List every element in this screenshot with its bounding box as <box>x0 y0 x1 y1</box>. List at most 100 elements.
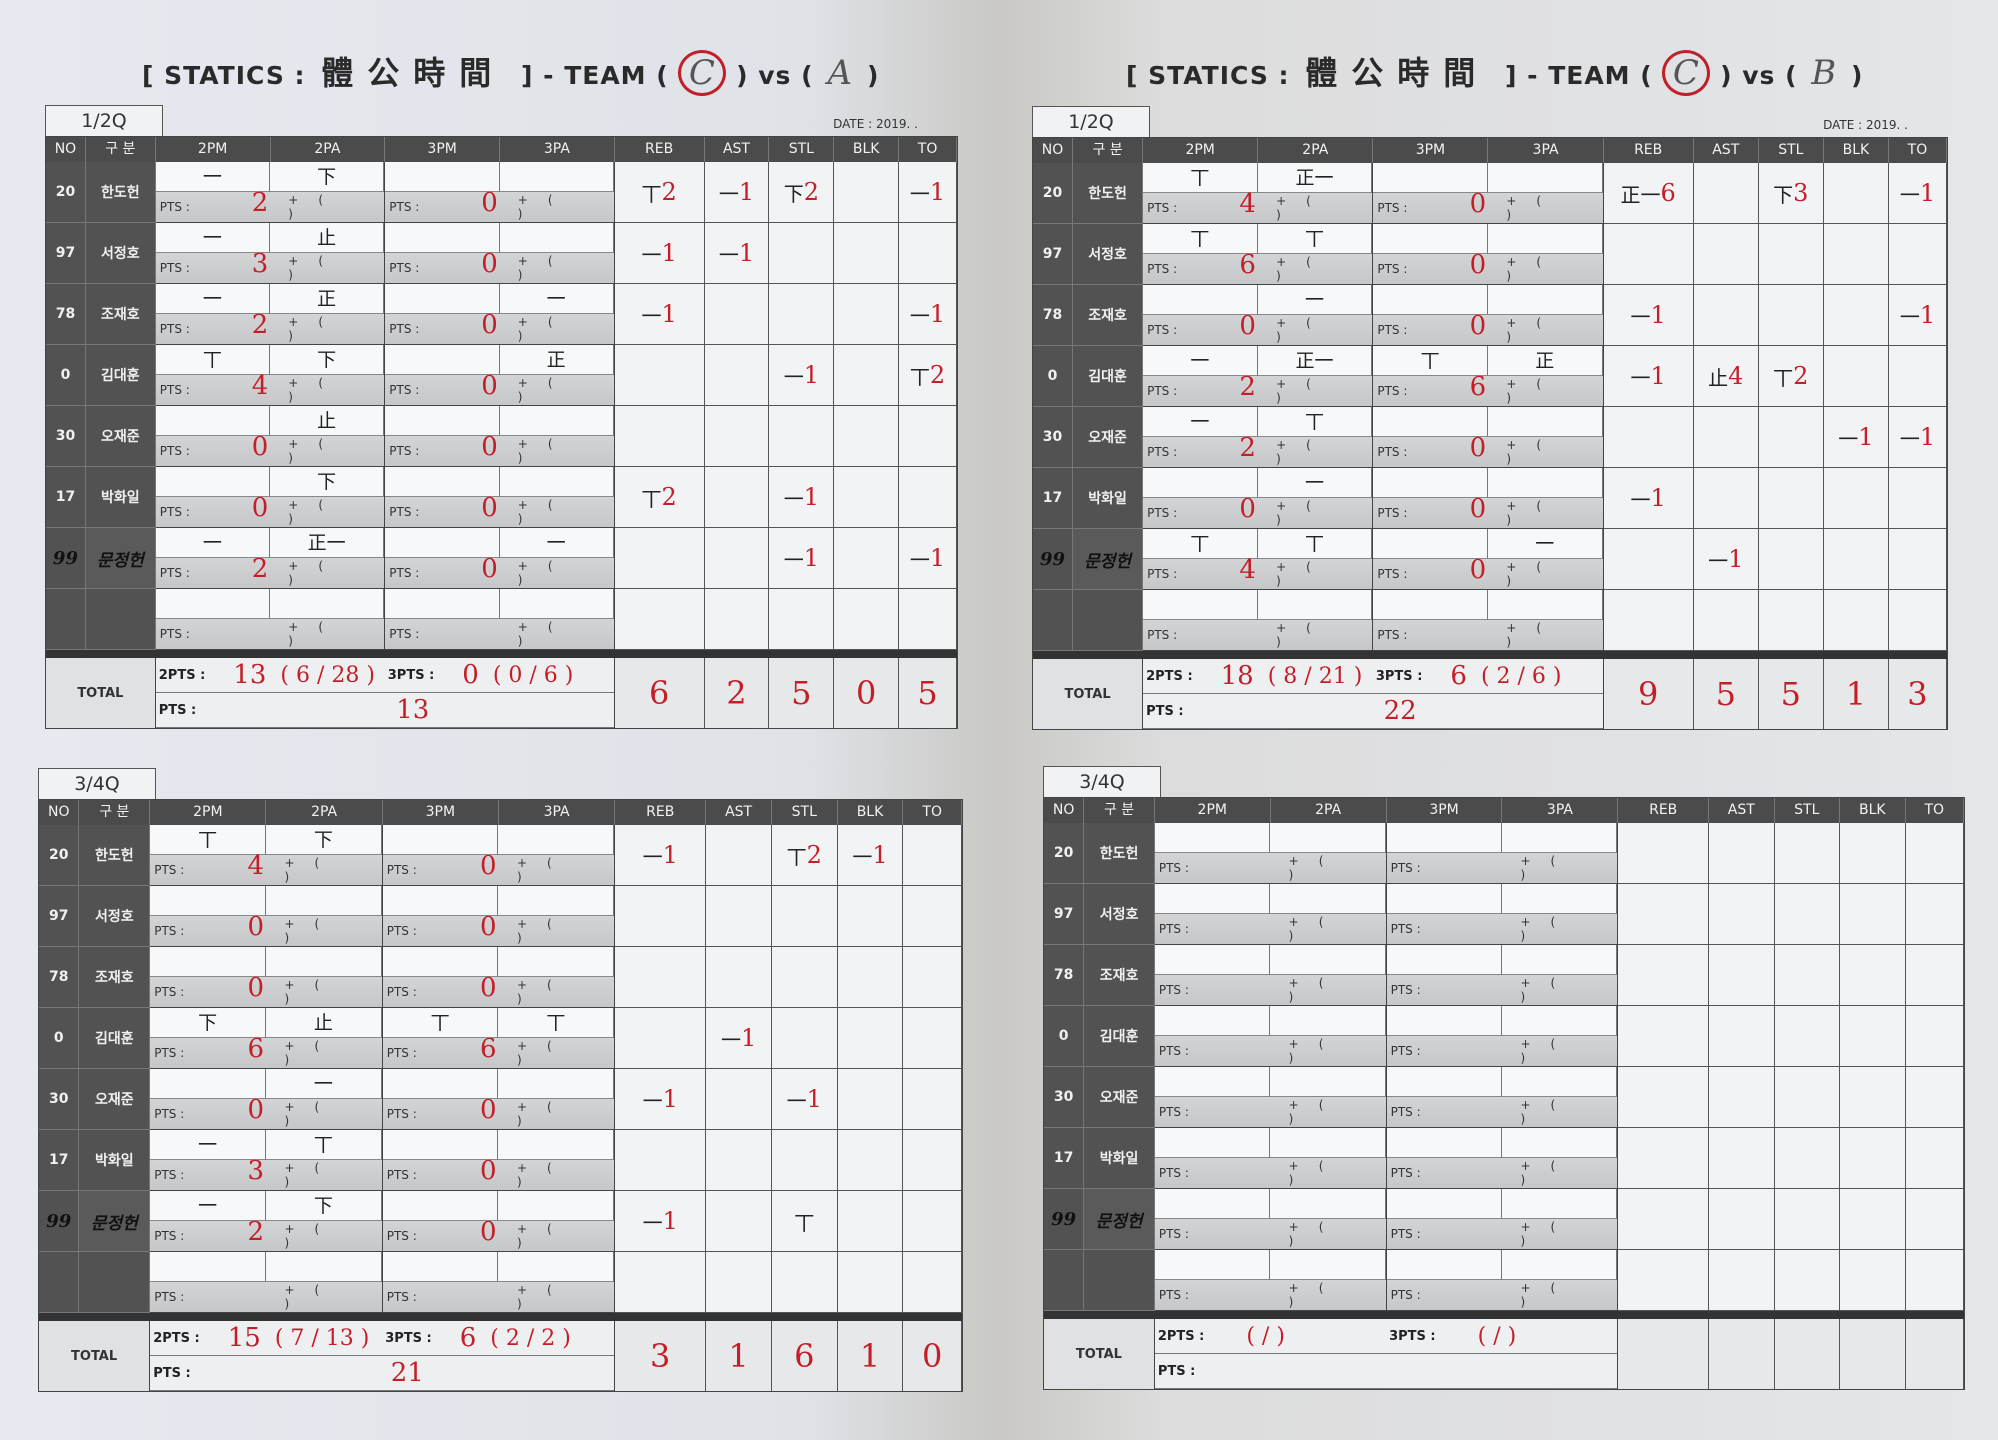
2pt-points-value: 4 <box>251 371 269 401</box>
blk-cell <box>1840 945 1906 1006</box>
plus-bracket: +( ) <box>517 193 573 221</box>
3pm-tally <box>1373 407 1488 437</box>
2pt-points-line: PTS : 4 +( ) <box>1143 189 1373 223</box>
3pm-tally <box>1386 884 1502 914</box>
to-tally: 一 <box>909 303 930 328</box>
blk-cell <box>1823 346 1889 407</box>
ast-cell <box>1693 224 1759 285</box>
ast-cell <box>706 1191 772 1252</box>
reb-cell <box>1618 1067 1710 1128</box>
3pm-tally: 丅 <box>382 1008 499 1038</box>
total-3pts-label: 3PTS : <box>1375 668 1423 684</box>
3pt-shots: PTS : +( ) <box>382 1252 616 1313</box>
total-2pts-detail: ( 7 / 13 ) <box>274 1325 370 1351</box>
plus-bracket: +( ) <box>1288 1281 1344 1309</box>
reb-count: 1 <box>1650 362 1666 390</box>
blk-tally: 一 <box>852 844 873 869</box>
reb-count: 1 <box>1650 484 1666 512</box>
2pa-tally <box>1270 1128 1386 1158</box>
blk-cell <box>834 528 900 589</box>
stl-tally: 一 <box>783 486 804 511</box>
blk-cell <box>1840 823 1906 884</box>
pts-label: PTS : <box>389 200 420 214</box>
reb-count: 1 <box>1650 301 1666 329</box>
to-cell <box>1905 1067 1964 1128</box>
blk-cell <box>1840 1189 1906 1250</box>
pts-label: PTS : <box>1158 861 1189 875</box>
2pa-tally <box>1257 590 1373 620</box>
plus-bracket: +( ) <box>288 498 344 526</box>
pts-label: PTS : <box>1147 262 1178 276</box>
column-header: 구 분 <box>1073 138 1144 163</box>
column-header: STL <box>1758 138 1824 163</box>
2pm-tally: 一 <box>155 162 270 192</box>
total-2pts-value: 15 <box>227 1323 261 1353</box>
pts-label: PTS : <box>386 1229 417 1243</box>
plus-bracket: +( ) <box>1520 1159 1576 1187</box>
total-pts: PTS : 22 <box>1143 694 1603 729</box>
2pt-points-line: PTS : 2 +( ) <box>155 188 385 222</box>
total-3pts-detail: ( 2 / 2 ) <box>490 1325 571 1351</box>
reb-tally: 一 <box>641 303 662 328</box>
blk-cell <box>1840 1067 1906 1128</box>
3pm-tally <box>1386 1250 1502 1280</box>
2pt-points-line: PTS : 6 +( ) <box>150 1034 382 1068</box>
blk-cell <box>1840 1250 1906 1311</box>
column-header: BLK <box>1840 798 1906 823</box>
3pt-points-value: 0 <box>1469 311 1487 341</box>
2pm-tally: 丅 <box>155 345 270 375</box>
3pt-shots: PTS : +( ) <box>1386 823 1619 884</box>
3pa-tally <box>499 406 614 436</box>
pts-label: PTS : <box>1390 1288 1421 1302</box>
title-suffix: ] - TEAM ( <box>1504 61 1653 90</box>
2pm-tally: 一 <box>1143 407 1258 437</box>
blk-cell <box>1823 285 1889 346</box>
2pt-shots: 一正一 PTS : 2 +( ) <box>1143 346 1374 407</box>
2pt-points-line: PTS : 3 +( ) <box>155 249 385 283</box>
3pm-tally <box>385 223 500 253</box>
stl-cell <box>769 284 835 345</box>
pts-label: PTS : <box>389 261 420 275</box>
opponent-name: A <box>827 53 854 93</box>
column-header: STL <box>1774 798 1841 823</box>
3pm-tally <box>1386 1128 1502 1158</box>
2pt-points-line: PTS : 0 +( ) <box>150 1095 382 1129</box>
plus-bracket: +( ) <box>1288 1037 1344 1065</box>
blk-cell <box>1823 163 1889 224</box>
to-cell <box>903 886 962 947</box>
total-2pts-value: 18 <box>1220 661 1254 691</box>
stl-cell <box>769 223 835 284</box>
3pt-points-line: PTS : 0 +( ) <box>382 851 615 885</box>
reb-count: 1 <box>661 300 677 328</box>
3pt-points-line: PTS : +( ) <box>1386 975 1618 1005</box>
3pt-shots: 一 PTS : 0 +( ) <box>1373 529 1604 590</box>
to-cell <box>899 223 957 284</box>
to-cell <box>1888 224 1947 285</box>
total-2pts-value: 13 <box>233 660 267 690</box>
2pt-shots: 丅丅 PTS : 4 +( ) <box>1143 529 1374 590</box>
ast-count: 1 <box>738 239 755 267</box>
blk-count: 1 <box>1858 423 1874 451</box>
player-name: 한도헌 <box>1084 823 1155 884</box>
2pt-shots: 一下 PTS : 2 +( ) <box>155 162 386 223</box>
column-header: BLK <box>837 800 904 825</box>
stl-cell <box>1758 468 1824 529</box>
column-header: TO <box>903 800 962 825</box>
pts-label: PTS : <box>386 1168 417 1182</box>
plus-bracket: +( ) <box>1520 915 1576 943</box>
3pt-points-line: PTS : +( ) <box>1386 1158 1618 1188</box>
reb-cell <box>615 947 707 1008</box>
stl-cell <box>771 1130 838 1191</box>
to-cell <box>1905 1250 1964 1311</box>
3pt-points-line: PTS : 6 +( ) <box>382 1034 615 1068</box>
pts-label: PTS : <box>1158 922 1189 936</box>
ast-count: 1 <box>1728 545 1744 573</box>
2pt-shots: 一 PTS : 0 +( ) <box>1143 468 1374 529</box>
column-header: NO <box>1033 138 1074 163</box>
3pt-points-line: PTS : 0 +( ) <box>382 1095 615 1129</box>
2pt-points-line: PTS : +( ) <box>1154 1158 1386 1188</box>
to-cell <box>903 1008 962 1069</box>
